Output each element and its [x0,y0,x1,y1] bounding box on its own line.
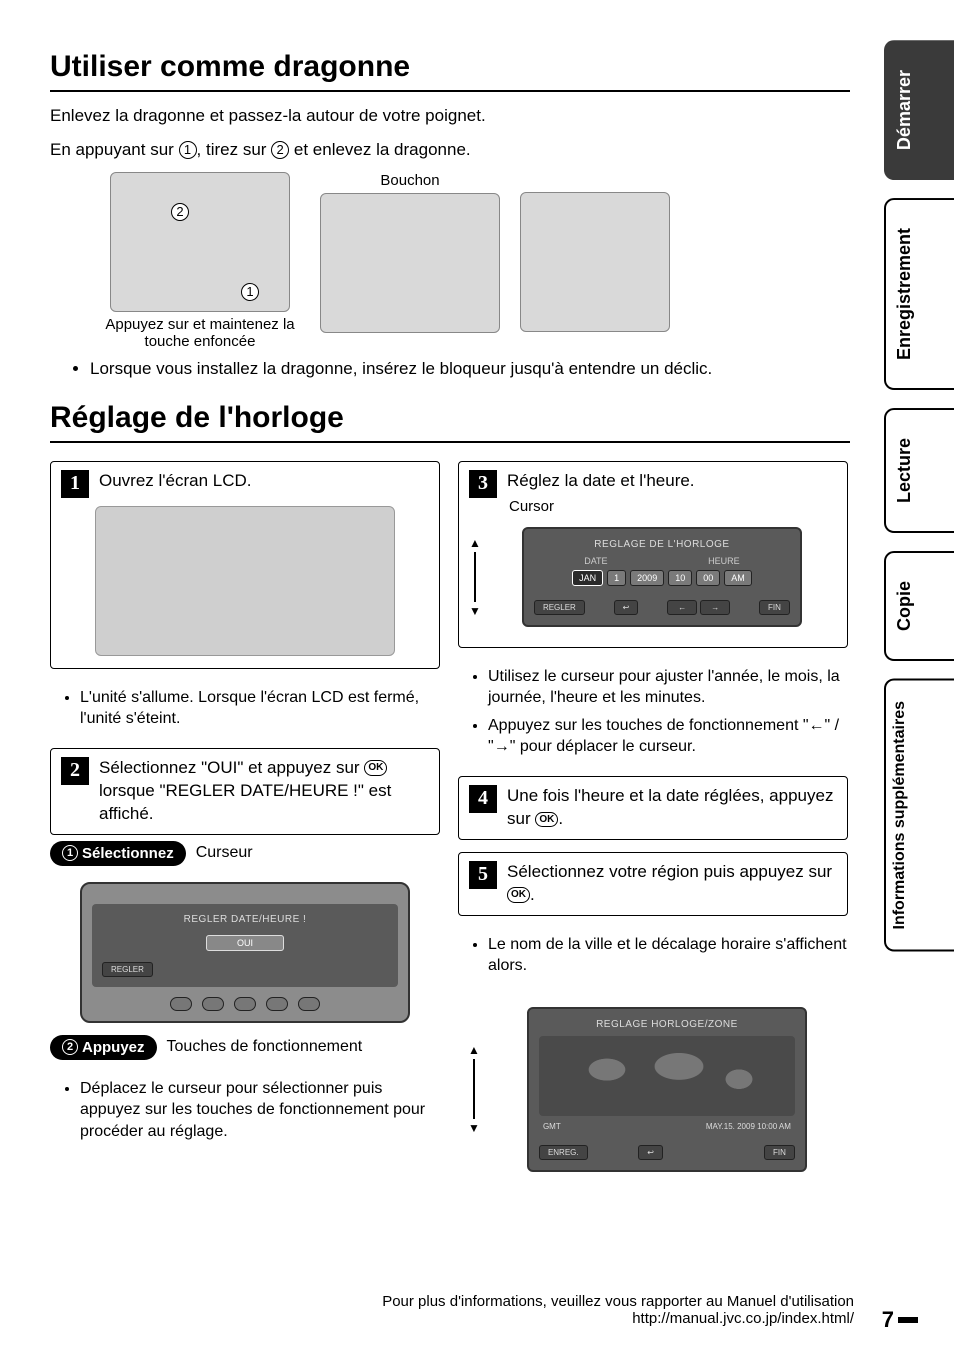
step-2-note: Déplacez le curseur pour sélectionner pu… [80,1078,440,1143]
marker-1-icon: 1 [241,283,259,301]
step-5-num: 5 [469,861,497,889]
step-5-note: Le nom de la ville et le décalage horair… [488,934,848,977]
screen-regler-date: REGLER DATE/HEURE ! OUI REGLER [80,882,410,1023]
label-touches: Touches de fonctionnement [167,1038,363,1056]
btn-fin: FIN [759,600,790,615]
btn-right-icon: → [700,600,730,615]
screen2-title: REGLER DATE/HEURE ! [102,914,388,925]
pill-2-icon: 2 [62,1039,78,1055]
step-1-text: Ouvrez l'écran LCD. [99,470,429,493]
lbl-heure: HEURE [708,556,740,566]
val-hour: 10 [668,570,692,586]
ctrl-b3-icon [266,997,288,1011]
arrow-up2-icon: ▲ [468,1043,480,1057]
heading-horloge: Réglage de l'horloge [50,401,850,443]
ctrl-ok-icon [170,997,192,1011]
steps-right: 3 Réglez la date et l'heure. Cursor ▲ ▼ … [458,461,848,1184]
caption-bouchon: Bouchon [380,172,439,189]
illus-camcorder-open [95,506,395,656]
illus-wrist [520,192,670,332]
arrow-down2-icon: ▼ [468,1121,480,1135]
btn-oui: OUI [206,935,284,951]
ok-icon-4: OK [535,812,558,828]
pill-1-icon: 1 [62,845,78,861]
step-4-text: Une fois l'heure et la date réglées, app… [507,785,837,831]
step-3-note2: Appuyez sur les touches de fonctionnemen… [488,715,848,758]
page-number: 7 [882,1307,894,1333]
arrow-down-icon: ▼ [469,604,481,618]
val-year: 2009 [630,570,664,586]
step-3: 3 Réglez la date et l'heure. Cursor ▲ ▼ … [458,461,848,648]
ctrl-b1-icon [202,997,224,1011]
footer: Pour plus d'informations, veuillez vous … [50,1293,854,1327]
intro-line2: En appuyant sur 1, tirez sur 2 et enleve… [50,138,850,162]
note-strap-click: Lorsque vous installez la dragonne, insé… [90,358,850,381]
circled-1-icon: 1 [179,141,197,159]
footer-line1: Pour plus d'informations, veuillez vous … [382,1293,854,1310]
step-1-num: 1 [61,470,89,498]
lbl-date: DATE [584,556,607,566]
step-3-num: 3 [469,470,497,498]
btn-back-icon: ↩ [614,600,639,615]
val-ampm: AM [724,570,752,586]
step-4: 4 Une fois l'heure et la date réglées, a… [458,776,848,840]
steps-left: 1 Ouvrez l'écran LCD. L'unité s'allume. … [50,461,440,1184]
footer-url: http://manual.jvc.co.jp/index.html/ [632,1310,854,1327]
step-2: 2 Sélectionnez "OUI" et appuyez sur OK l… [50,748,440,835]
lbl-gmt: GMT [543,1122,561,1131]
illus-strap-cap [320,193,500,333]
step-1-note: L'unité s'allume. Lorsque l'écran LCD es… [80,687,440,730]
label-curseur: Curseur [196,844,253,862]
marker-2-icon: 2 [171,203,189,221]
val-month: JAN [572,570,603,586]
btn-fin2: FIN [764,1145,795,1160]
lbl-datetime: MAY.15. 2009 10:00 AM [706,1122,791,1131]
illus-strap-press: 2 1 [110,172,290,312]
world-map-icon [539,1036,795,1116]
ok-icon-5: OK [507,887,530,903]
btn-enreg: ENREG. [539,1145,588,1160]
control-buttons [92,997,398,1011]
step-4-num: 4 [469,785,497,813]
label-cursor: Cursor [509,498,837,515]
step-2-num: 2 [61,757,89,785]
btn-left-icon: ← [667,600,697,615]
caption-press-hold: Appuyez sur et maintenez la touche enfon… [100,316,300,350]
arrow-up-icon: ▲ [469,536,481,550]
val-min: 00 [696,570,720,586]
screen-reglage-horloge: REGLAGE DE L'HORLOGE DATE HEURE JAN 1 20… [522,527,802,627]
step-5: 5 Sélectionnez votre région puis appuyez… [458,852,848,916]
screen5-title: REGLAGE HORLOGE/ZONE [539,1019,795,1030]
btn-back2-icon: ↩ [638,1145,663,1160]
ctrl-b2-icon [234,997,256,1011]
circled-2-icon: 2 [271,141,289,159]
step-5-text: Sélectionnez votre région puis appuyez s… [507,861,837,907]
date-values: JAN 1 2009 10 00 AM [534,570,790,586]
btn-regler: REGLER [534,600,585,615]
page-bar-icon [898,1317,918,1323]
val-day: 1 [607,570,626,586]
pill-appuyez: 2 Appuyez [50,1035,157,1060]
screen-reglage-zone: REGLAGE HORLOGE/ZONE GMT MAY.15. 2009 10… [527,1007,807,1172]
step-3-note1: Utilisez le curseur pour ajuster l'année… [488,666,848,709]
intro-line1: Enlevez la dragonne et passez-la autour … [50,104,850,128]
step-2-text: Sélectionnez "OUI" et appuyez sur OK lor… [99,757,429,826]
btn-regler-2: REGLER [102,962,153,977]
screen3-title: REGLAGE DE L'HORLOGE [534,539,790,550]
step-3-text: Réglez la date et l'heure. [507,470,837,493]
pill-selectionnez: 1 Sélectionnez [50,841,186,866]
step-1: 1 Ouvrez l'écran LCD. [50,461,440,669]
ok-icon: OK [364,760,387,776]
strap-illustrations: 2 1 Appuyez sur et maintenez la touche e… [100,172,850,350]
heading-dragonne: Utiliser comme dragonne [50,50,850,92]
ctrl-b4-icon [298,997,320,1011]
